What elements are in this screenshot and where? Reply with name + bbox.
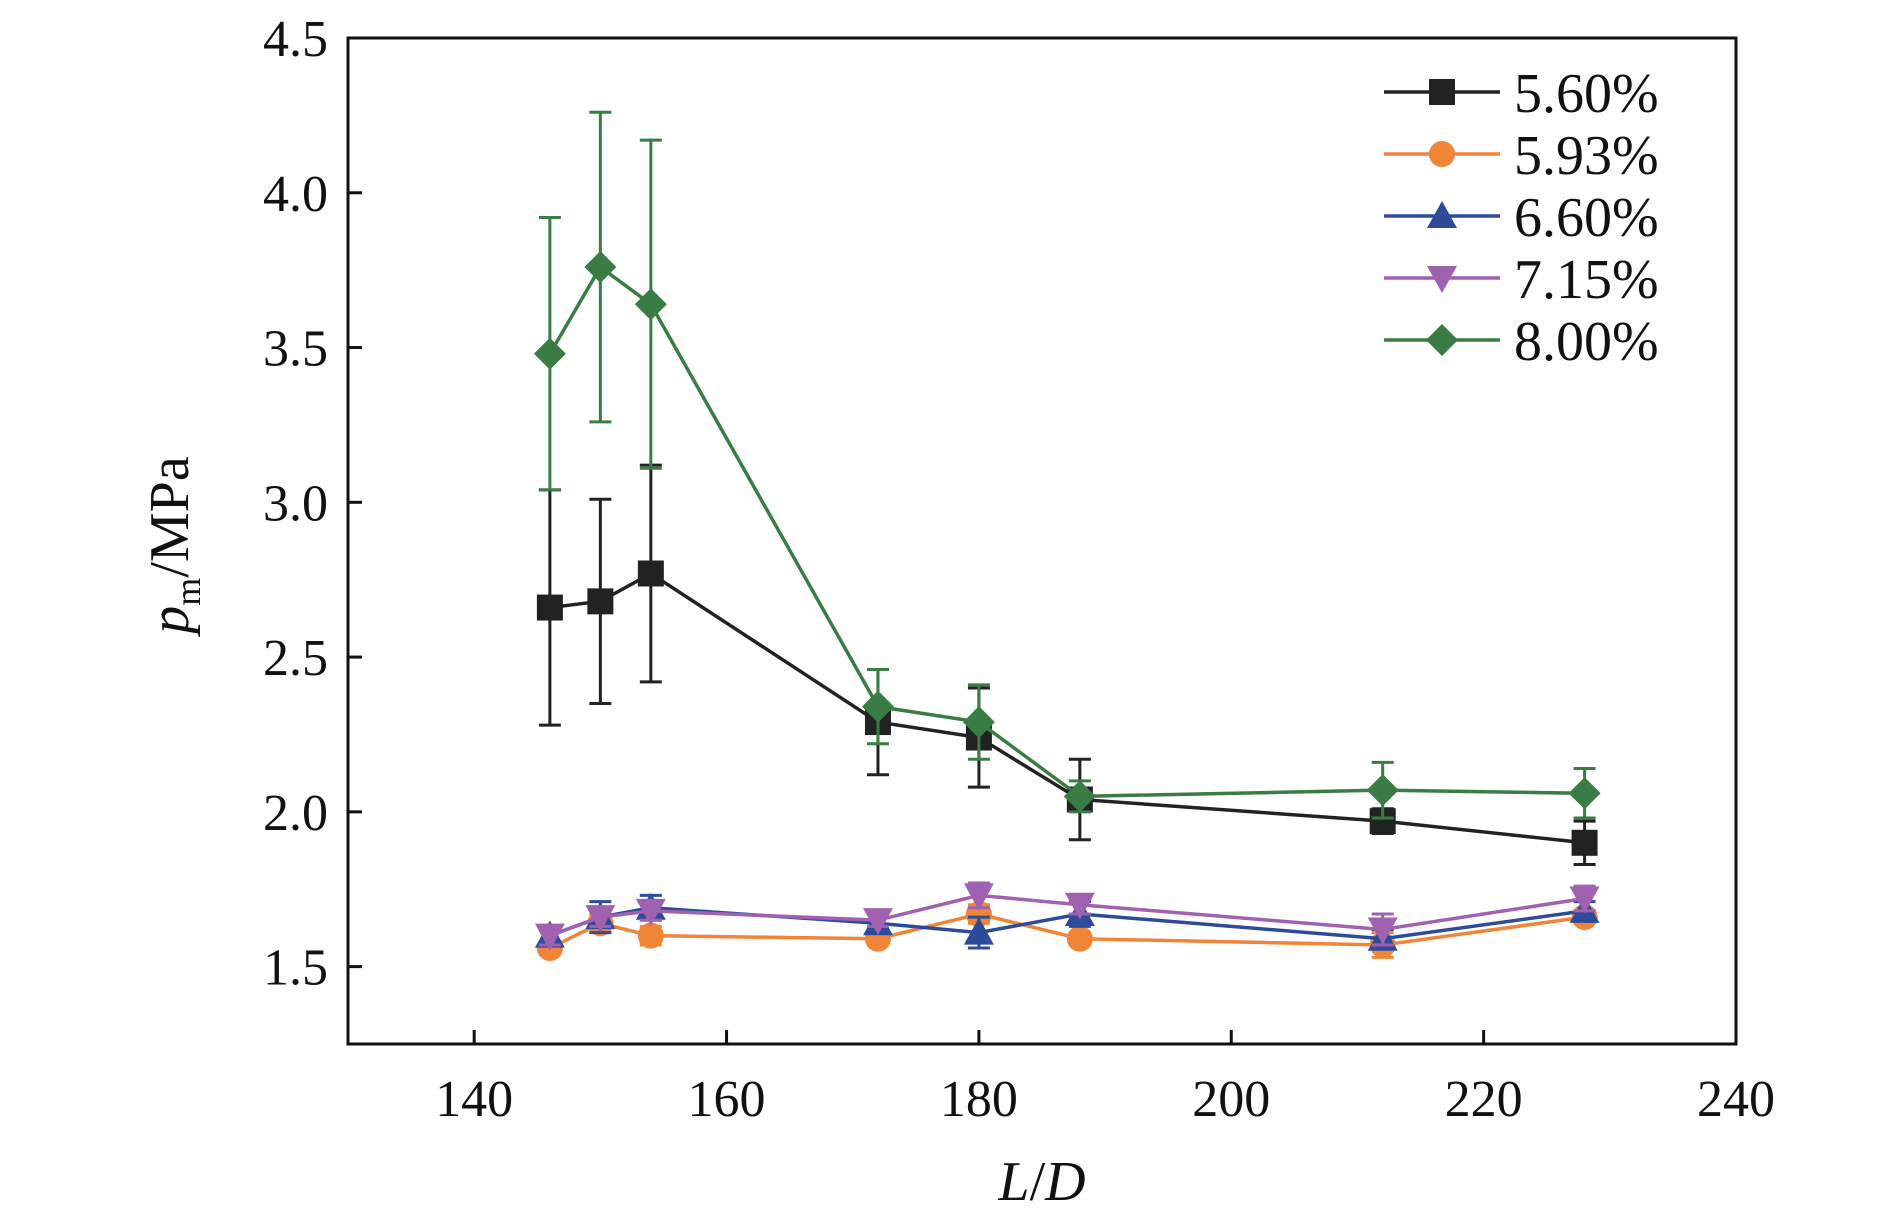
legend-label: 6.60% [1514,187,1659,249]
y-tick-label: 3.5 [263,321,328,378]
data-point [637,922,664,949]
data-point [587,588,614,615]
y-axis-title: pm/MPa [139,456,208,638]
legend-marker [1429,141,1455,167]
x-tick-label: 200 [1192,1071,1270,1128]
data-point [585,905,616,933]
y-axis-title-var: p [139,606,201,638]
x-axis-ticks: 140 160 180 200 220 240 [435,1030,1775,1128]
legend: 5.60%5.93%6.60%7.15%8.00% [1384,63,1659,373]
plot-frame [346,36,1738,1046]
x-axis-title-sep: / [1030,1151,1046,1213]
data-point [635,898,666,926]
legend-label: 5.60% [1514,63,1659,125]
x-tick-label: 160 [688,1071,766,1128]
y-tick-label: 2.0 [263,785,328,842]
y-tick-label: 4.5 [263,11,328,68]
data-point [963,883,994,911]
data-point [1366,774,1399,807]
x-tick-label: 140 [435,1071,513,1128]
x-axis-title-d: D [1044,1151,1085,1213]
data-point [584,251,617,284]
series-layer [533,110,1601,962]
data-point [637,560,664,587]
data-point [1367,917,1398,945]
x-axis-title-l: L [997,1151,1029,1213]
data-point [534,923,565,951]
legend-marker [1427,201,1457,228]
legend-marker [1427,266,1457,293]
legend-label: 8.00% [1514,311,1659,373]
legend-label: 5.93% [1514,125,1659,187]
x-axis-title: L/D [997,1151,1085,1213]
y-tick-label: 4.0 [263,166,328,223]
data-point [533,337,566,370]
data-point [1569,886,1600,914]
data-point [536,594,563,621]
y-axis-title-sub: m [168,578,208,606]
legend-marker [1429,79,1455,105]
y-tick-label: 1.5 [263,940,328,997]
data-point [861,690,894,723]
y-axis-ticks: 1.5 2.0 2.5 3.0 3.5 4.0 4.5 [263,11,362,997]
x-tick-label: 240 [1697,1071,1775,1128]
series-7.15% [534,881,1600,951]
data-point [634,288,667,321]
x-tick-label: 180 [940,1071,1018,1128]
y-tick-label: 3.0 [263,475,328,532]
legend-marker [1426,324,1458,356]
data-point [962,706,995,739]
data-point [1066,925,1093,952]
data-point [1063,780,1096,813]
data-point [1064,892,1095,920]
data-point [862,908,893,936]
series-8.00% [533,110,1601,820]
series-line [548,264,1585,799]
y-tick-label: 2.5 [263,630,328,687]
series-5.60% [536,463,1598,866]
data-point [1571,829,1598,856]
data-point [963,917,994,945]
y-axis-title-unit: /MPa [139,456,201,577]
legend-label: 7.15% [1514,249,1659,311]
data-point [1568,777,1601,810]
x-tick-label: 220 [1445,1071,1523,1128]
